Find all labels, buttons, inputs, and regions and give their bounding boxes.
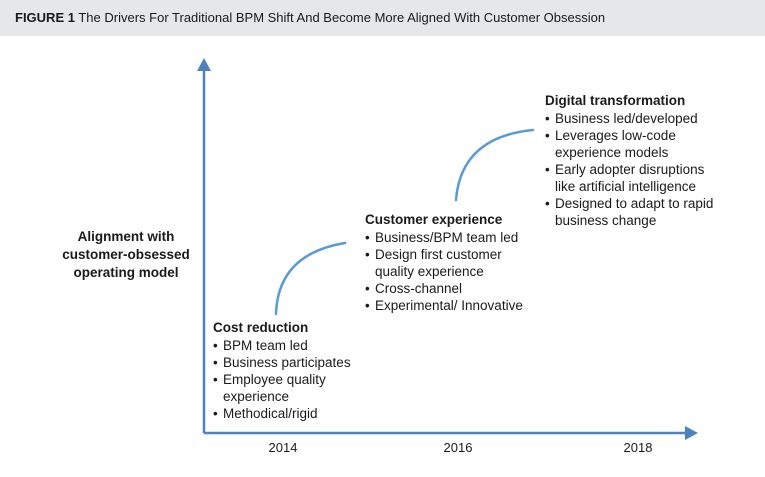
y-axis-label: Alignment with customer-obsessed operati… bbox=[52, 228, 200, 282]
stage-bullet-item: Experimental/ Innovative bbox=[365, 297, 535, 314]
stage-bullet-item: Leverages low-code experience models bbox=[545, 127, 727, 161]
stage-bullet-item: Employee quality experience bbox=[213, 371, 373, 405]
stage-title: Customer experience bbox=[365, 212, 503, 227]
y-axis-label-line: Alignment with bbox=[77, 229, 175, 244]
stage-bullet-list: Business/BPM team led Design first custo… bbox=[365, 229, 535, 314]
stage-bullet-list: Business led/developed Leverages low-cod… bbox=[545, 110, 727, 229]
stage-customer-experience: Customer experience Business/BPM team le… bbox=[365, 211, 535, 314]
x-tick-2018: 2018 bbox=[623, 440, 653, 455]
stage-title: Cost reduction bbox=[213, 320, 309, 335]
stage-cost-reduction: Cost reduction BPM team led Business par… bbox=[213, 319, 373, 422]
stage-title: Digital transformation bbox=[545, 93, 686, 108]
x-tick-2016: 2016 bbox=[443, 440, 473, 455]
stage-bullet-item: BPM team led bbox=[213, 337, 373, 354]
connector-arc-cost-to-customer bbox=[274, 241, 347, 316]
stage-bullet-list: BPM team led Business participates Emplo… bbox=[213, 337, 373, 422]
x-axis-arrowhead bbox=[685, 426, 698, 440]
stage-bullet-item: Business participates bbox=[213, 354, 373, 371]
connector-arc-customer-to-digital bbox=[454, 128, 535, 202]
stage-bullet-item: Early adopter disruptions like artificia… bbox=[545, 161, 727, 195]
stage-bullet-item: Design first customer quality experience bbox=[365, 246, 535, 280]
y-axis-label-line: operating model bbox=[73, 265, 179, 280]
figure-header-bar bbox=[0, 0, 765, 36]
stage-bullet-item: Methodical/rigid bbox=[213, 405, 373, 422]
y-axis-label-line: customer-obsessed bbox=[62, 247, 190, 262]
stage-bullet-item: Cross-channel bbox=[365, 280, 535, 297]
y-axis-arrowhead bbox=[197, 58, 211, 71]
x-tick-2014: 2014 bbox=[268, 440, 298, 455]
figure-title: FIGURE 1 The Drivers For Traditional BPM… bbox=[15, 10, 605, 26]
stage-bullet-item: Business/BPM team led bbox=[365, 229, 535, 246]
figure-label: FIGURE 1 bbox=[15, 10, 75, 25]
stage-bullet-item: Business led/developed bbox=[545, 110, 727, 127]
stage-digital-transformation: Digital transformation Business led/deve… bbox=[545, 92, 727, 229]
stage-bullet-item: Designed to adapt to rapid business chan… bbox=[545, 195, 727, 229]
figure-title-text: The Drivers For Traditional BPM Shift An… bbox=[78, 10, 606, 25]
